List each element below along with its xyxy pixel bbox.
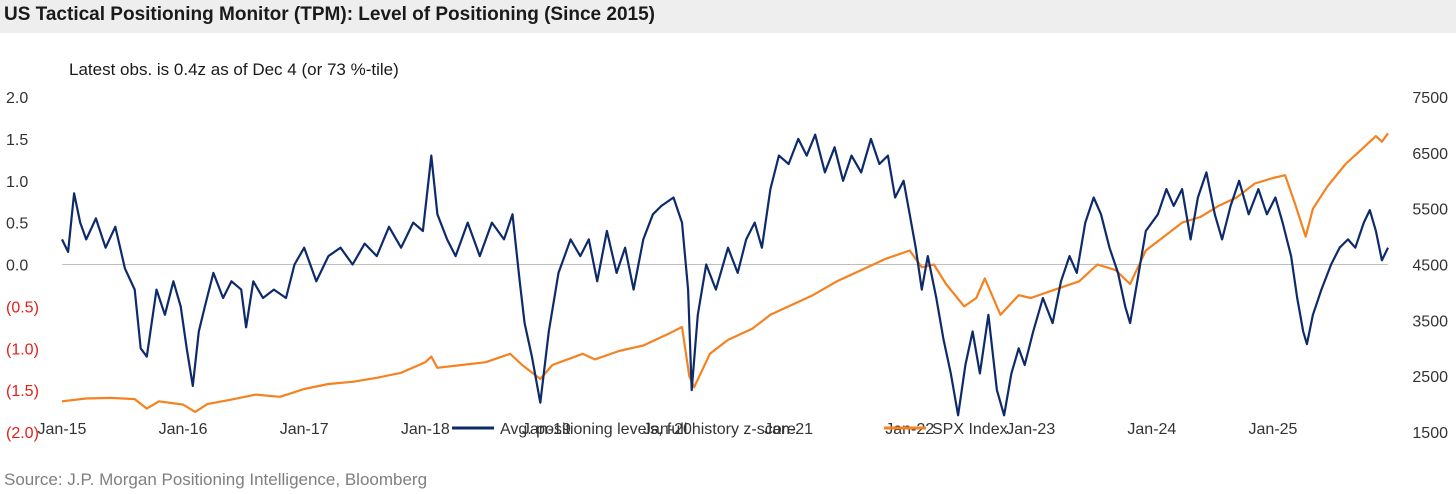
right-tick-label: 7500 (1412, 90, 1448, 107)
spx-index-line (61, 132, 1389, 413)
x-tick-label: Jan-23 (1006, 421, 1055, 438)
x-tick-label: Jan-21 (764, 421, 813, 438)
positioning-zscore-line (61, 133, 1389, 417)
title-bar: US Tactical Positioning Monitor (TPM): L… (0, 0, 1456, 33)
x-tick-label: Jan-20 (643, 421, 692, 438)
source-note: Source: J.P. Morgan Positioning Intellig… (4, 470, 428, 489)
left-tick-label: 0.0 (6, 258, 28, 275)
left-tick-label: (1.5) (6, 383, 39, 400)
legend: Avg. positioning levels, full history z-… (452, 421, 1008, 438)
x-tick-label: Jan-17 (280, 421, 329, 438)
left-tick-label: 2.0 (6, 90, 28, 107)
x-tick-label: Jan-15 (38, 421, 87, 438)
right-tick-label: 2500 (1412, 369, 1448, 386)
right-axis: 7500 6500 5500 4500 3500 2500 1500 (1412, 90, 1448, 442)
left-axis: 2.0 1.5 1.0 0.5 0.0 (0.5) (1.0) (1.5) (2.0) (6, 90, 39, 442)
left-tick-label: (0.5) (6, 299, 39, 316)
x-axis: Jan-15 Jan-16 Jan-17 Jan-18 Jan-19 Jan-20 Jan-… (38, 421, 1298, 438)
chart-title: US Tactical Positioning Monitor (TPM): L… (4, 4, 655, 25)
legend-label-spx: SPX Index (932, 421, 1008, 438)
left-tick-label: 0.5 (6, 216, 28, 233)
right-tick-label: 4500 (1412, 258, 1448, 275)
right-tick-label: 1500 (1412, 425, 1448, 442)
left-tick-label: (1.0) (6, 341, 39, 358)
x-tick-label: Jan-16 (159, 421, 208, 438)
left-tick-label: (2.0) (6, 425, 39, 442)
series-layer (61, 132, 1389, 417)
legend-label-positioning: Avg. positioning levels, full history z-… (500, 421, 796, 438)
x-tick-label: Jan-18 (401, 421, 450, 438)
right-tick-label: 6500 (1412, 146, 1448, 163)
latest-observation-annotation: Latest obs. is 0.4z as of Dec 4 (or 73 %… (69, 60, 399, 79)
left-tick-label: 1.0 (6, 174, 28, 191)
left-tick-label: 1.5 (6, 132, 28, 149)
right-tick-label: 5500 (1412, 202, 1448, 219)
x-tick-label: Jan-25 (1248, 421, 1297, 438)
x-tick-label: Jan-19 (522, 421, 571, 438)
x-tick-label: Jan-24 (1127, 421, 1176, 438)
right-tick-label: 3500 (1412, 313, 1448, 330)
